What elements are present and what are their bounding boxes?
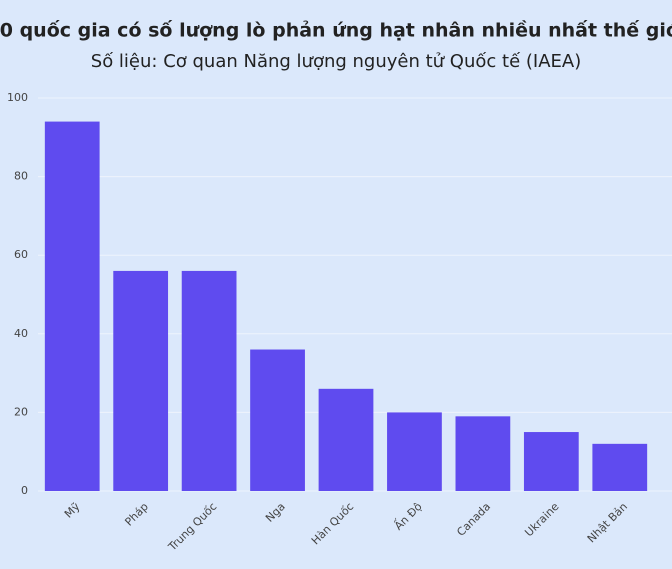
bar	[113, 270, 169, 491]
bar	[523, 432, 579, 491]
y-tick-label: 100	[7, 91, 28, 104]
bar	[44, 121, 100, 491]
bar	[455, 416, 511, 491]
bar	[387, 412, 442, 491]
bar	[250, 349, 305, 491]
y-tick-label: 0	[21, 484, 28, 497]
y-tick-label: 60	[14, 248, 28, 261]
y-tick-label: 80	[14, 170, 28, 183]
y-tick-label: 20	[14, 405, 28, 418]
bar	[181, 270, 237, 491]
bar	[318, 388, 374, 491]
bar	[592, 443, 648, 491]
chart-title: 10 quốc gia có số lượng lò phản ứng hạt …	[0, 19, 672, 42]
y-tick-label: 40	[14, 327, 28, 340]
chart-subtitle: Số liệu: Cơ quan Năng lượng nguyên tử Qu…	[91, 51, 581, 72]
